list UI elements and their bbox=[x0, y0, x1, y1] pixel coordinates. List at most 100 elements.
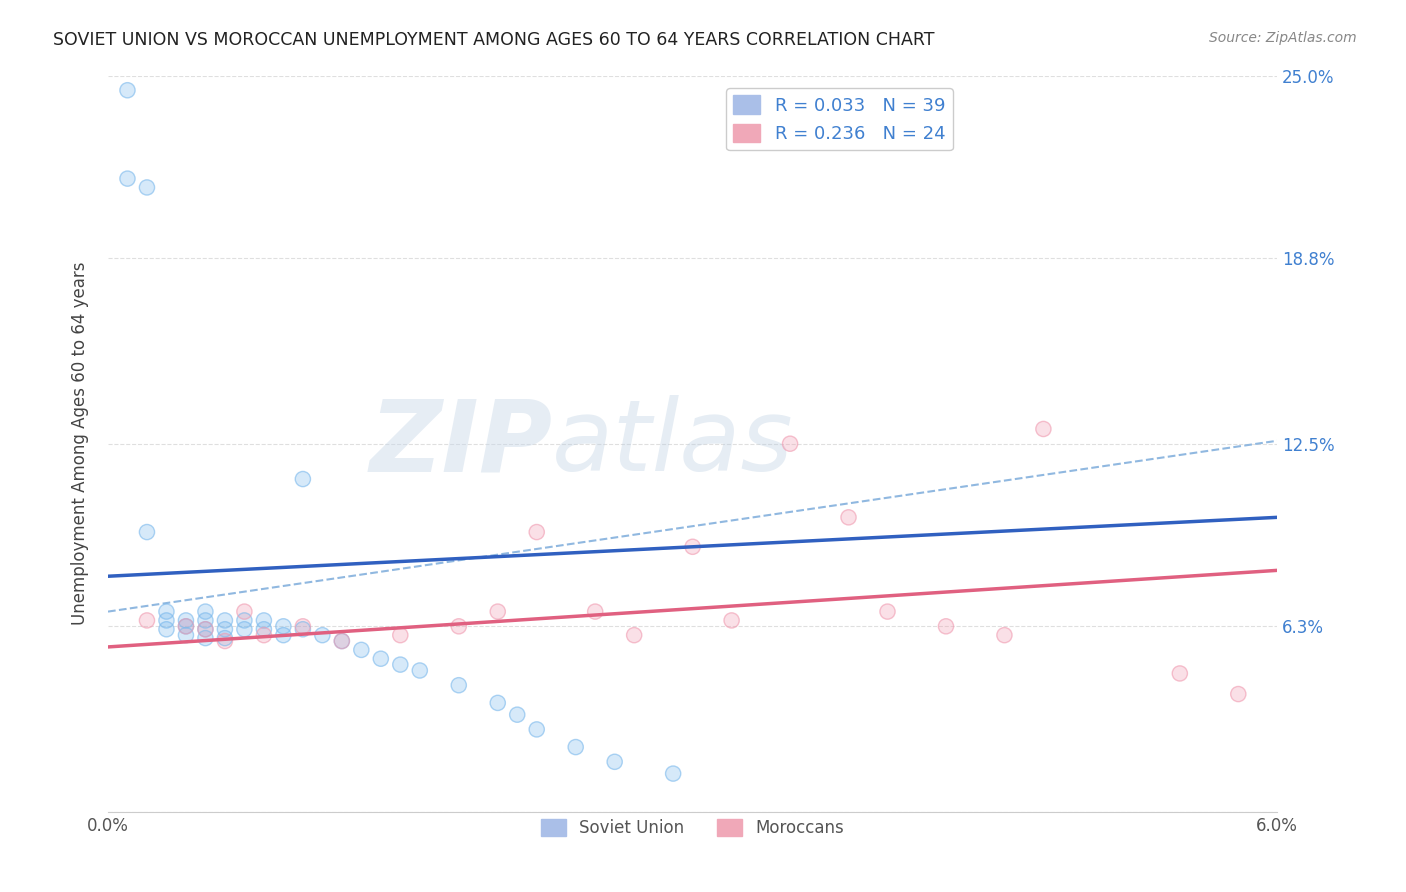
Point bbox=[935, 619, 957, 633]
Point bbox=[136, 614, 159, 628]
Point bbox=[389, 657, 412, 672]
Point bbox=[214, 614, 236, 628]
Point bbox=[194, 622, 217, 636]
Point bbox=[330, 634, 353, 648]
Point bbox=[409, 664, 432, 678]
Point bbox=[682, 540, 704, 554]
Point bbox=[174, 614, 197, 628]
Point bbox=[935, 619, 957, 633]
Point bbox=[136, 180, 159, 194]
Point bbox=[194, 614, 217, 628]
Point bbox=[506, 707, 529, 722]
Point bbox=[838, 510, 860, 524]
Point bbox=[174, 628, 197, 642]
Point bbox=[253, 628, 276, 642]
Point bbox=[779, 436, 801, 450]
Point bbox=[993, 628, 1015, 642]
Point bbox=[253, 614, 276, 628]
Point bbox=[174, 614, 197, 628]
Point bbox=[233, 605, 256, 619]
Point bbox=[194, 605, 217, 619]
Point bbox=[876, 605, 898, 619]
Point bbox=[311, 628, 333, 642]
Point bbox=[389, 628, 412, 642]
Point bbox=[1032, 422, 1054, 436]
Y-axis label: Unemployment Among Ages 60 to 64 years: Unemployment Among Ages 60 to 64 years bbox=[72, 262, 89, 625]
Point bbox=[194, 622, 217, 636]
Point bbox=[564, 740, 586, 755]
Point bbox=[291, 619, 314, 633]
Point bbox=[233, 605, 256, 619]
Point bbox=[117, 83, 139, 97]
Point bbox=[1227, 687, 1250, 701]
Point bbox=[447, 619, 470, 633]
Point bbox=[603, 755, 626, 769]
Point bbox=[506, 707, 529, 722]
Point bbox=[486, 605, 509, 619]
Point bbox=[253, 628, 276, 642]
Point bbox=[174, 619, 197, 633]
Point bbox=[214, 622, 236, 636]
Point bbox=[526, 723, 548, 737]
Point bbox=[526, 723, 548, 737]
Point bbox=[233, 614, 256, 628]
Point bbox=[214, 634, 236, 648]
Point bbox=[291, 622, 314, 636]
Point bbox=[155, 622, 177, 636]
Point bbox=[214, 631, 236, 645]
Point bbox=[330, 634, 353, 648]
Point bbox=[233, 614, 256, 628]
Point bbox=[447, 678, 470, 692]
Point bbox=[136, 180, 159, 194]
Text: Source: ZipAtlas.com: Source: ZipAtlas.com bbox=[1209, 31, 1357, 45]
Point bbox=[194, 631, 217, 645]
Point bbox=[291, 472, 314, 486]
Point bbox=[253, 622, 276, 636]
Point bbox=[876, 605, 898, 619]
Point bbox=[526, 524, 548, 539]
Point bbox=[291, 472, 314, 486]
Point bbox=[350, 643, 373, 657]
Point bbox=[136, 524, 159, 539]
Point bbox=[233, 622, 256, 636]
Point bbox=[117, 171, 139, 186]
Point bbox=[623, 628, 645, 642]
Point bbox=[720, 614, 742, 628]
Point bbox=[291, 622, 314, 636]
Point bbox=[447, 678, 470, 692]
Point bbox=[370, 651, 392, 665]
Point bbox=[1032, 422, 1054, 436]
Point bbox=[603, 755, 626, 769]
Point bbox=[662, 766, 685, 780]
Point bbox=[583, 605, 606, 619]
Point bbox=[273, 619, 295, 633]
Point bbox=[838, 510, 860, 524]
Point bbox=[233, 622, 256, 636]
Point bbox=[194, 622, 217, 636]
Point bbox=[389, 657, 412, 672]
Point bbox=[623, 628, 645, 642]
Point bbox=[447, 619, 470, 633]
Point bbox=[214, 622, 236, 636]
Point bbox=[486, 605, 509, 619]
Point bbox=[117, 171, 139, 186]
Point bbox=[194, 622, 217, 636]
Point bbox=[194, 605, 217, 619]
Point bbox=[155, 605, 177, 619]
Point bbox=[174, 628, 197, 642]
Point bbox=[273, 628, 295, 642]
Point bbox=[136, 524, 159, 539]
Point bbox=[389, 628, 412, 642]
Point bbox=[779, 436, 801, 450]
Point bbox=[583, 605, 606, 619]
Point bbox=[486, 696, 509, 710]
Point bbox=[253, 622, 276, 636]
Point bbox=[330, 634, 353, 648]
Point bbox=[273, 619, 295, 633]
Point bbox=[662, 766, 685, 780]
Text: ZIP: ZIP bbox=[370, 395, 553, 492]
Point bbox=[564, 740, 586, 755]
Point bbox=[174, 619, 197, 633]
Point bbox=[155, 614, 177, 628]
Point bbox=[486, 696, 509, 710]
